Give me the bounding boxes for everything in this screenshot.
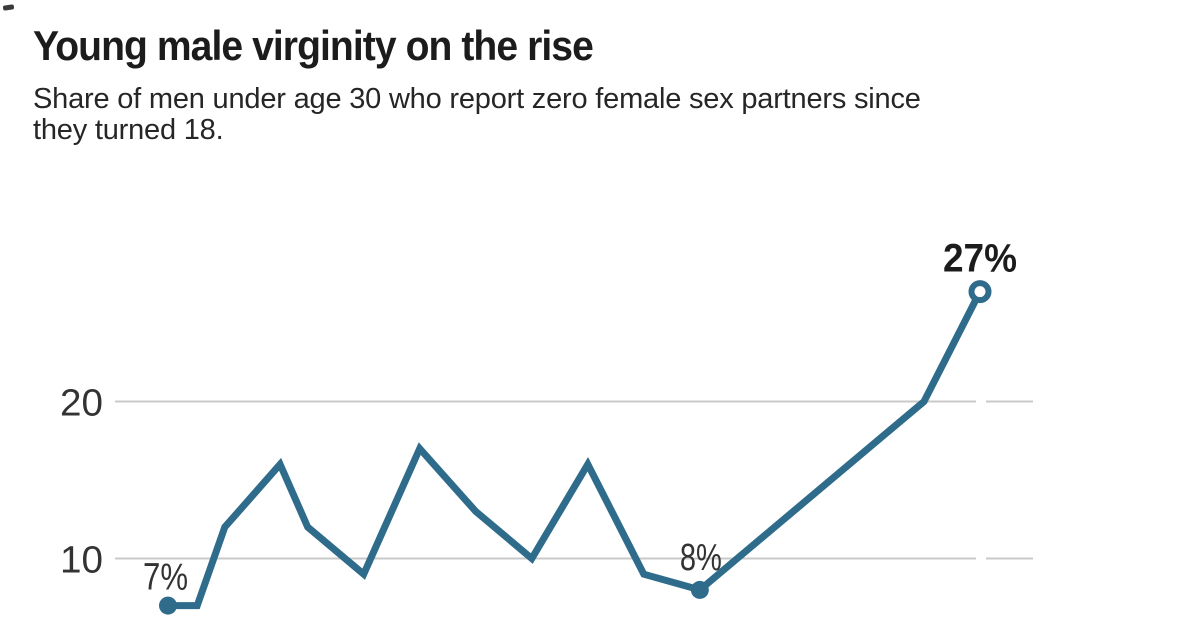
data-point-dot-7% — [159, 596, 177, 615]
chart-header: Young male virginity on the rise Share o… — [33, 22, 1173, 146]
data-point-open-circle-27% — [968, 280, 992, 304]
y-axis-tick-20: 20 — [60, 383, 103, 425]
data-point-label-27%: 27% — [943, 237, 1017, 281]
data-point-dot-8% — [690, 580, 709, 599]
chart-subtitle-line-2: they turned 18. — [33, 114, 224, 147]
chart-subtitle-line-1: Share of men under age 30 who report zer… — [33, 83, 921, 116]
chart-title: Young male virginity on the rise — [33, 22, 594, 69]
data-point-label-7%: 7% — [143, 557, 188, 599]
chart-subtitle: Share of men under age 30 who report zer… — [33, 84, 1173, 146]
y-axis-tick-10: 10 — [60, 540, 103, 582]
data-point-label-8%: 8% — [680, 537, 722, 579]
data-line — [168, 290, 984, 610]
